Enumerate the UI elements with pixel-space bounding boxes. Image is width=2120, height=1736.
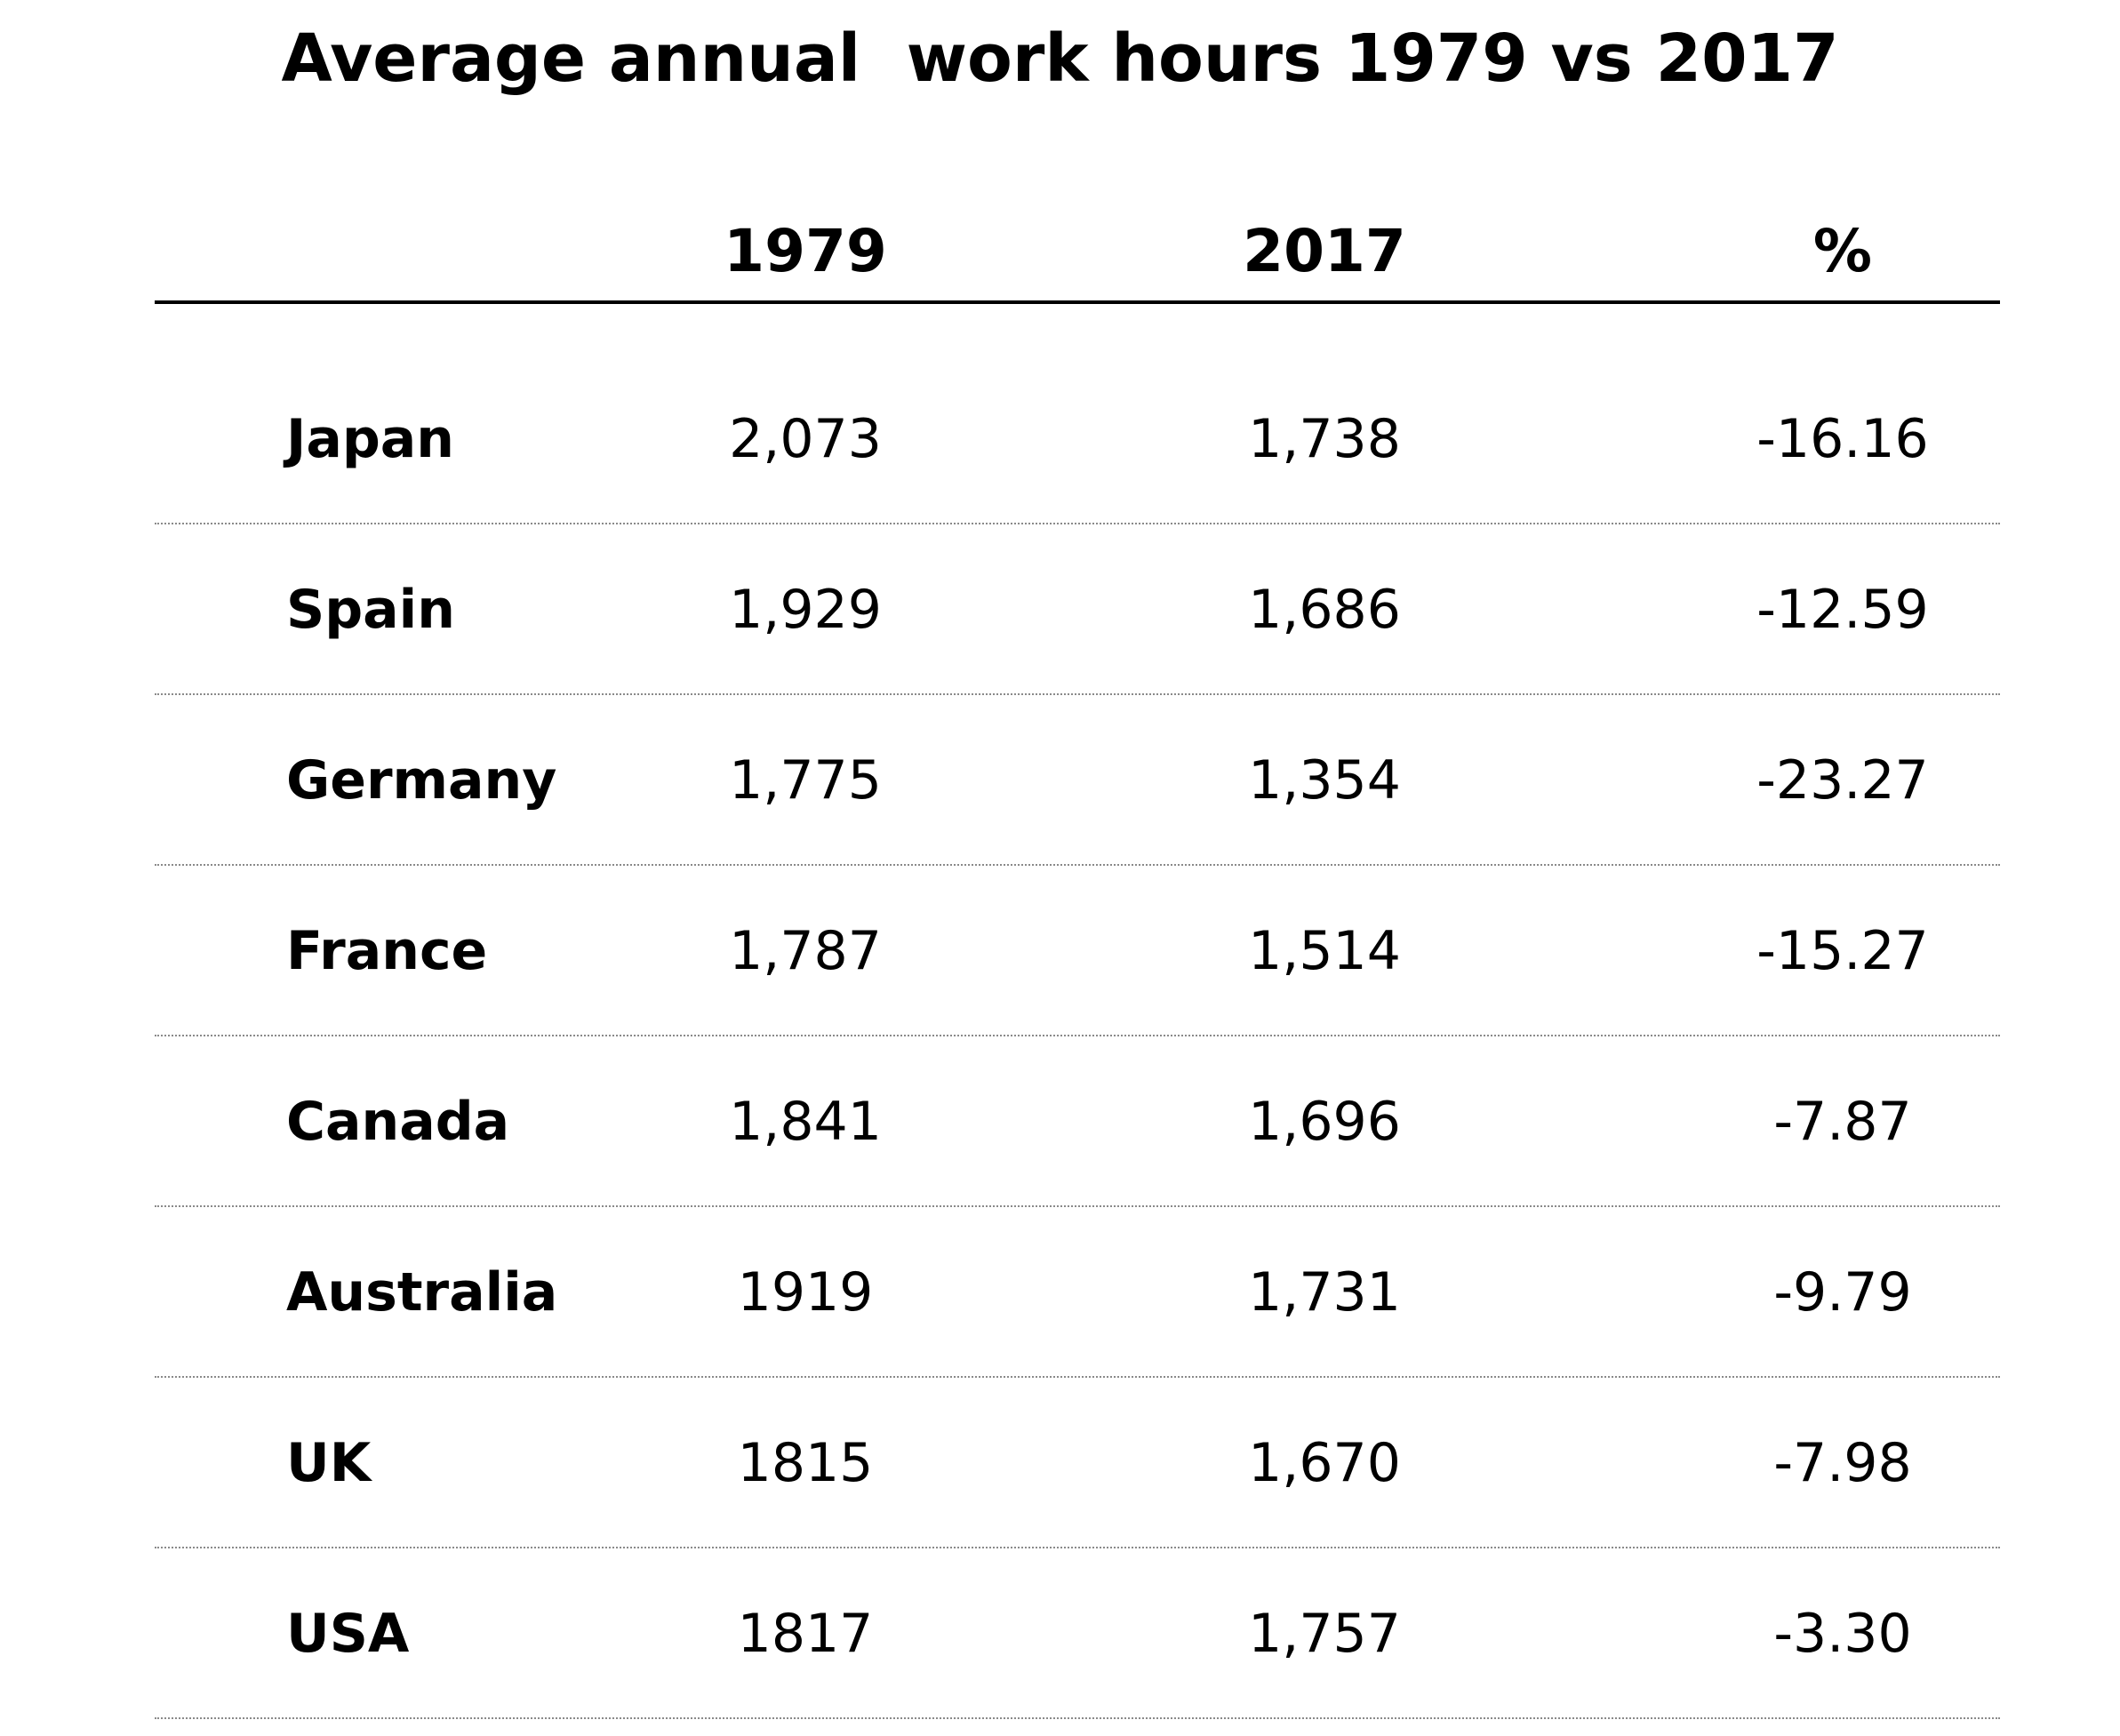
row-divider — [155, 523, 2000, 524]
table-row: France 1,787 1,514 -15.27 — [0, 866, 2120, 1036]
country-label: France — [286, 920, 488, 982]
percent-change-cell: -7.87 — [1773, 1091, 1912, 1153]
country-label: Germany — [286, 749, 557, 812]
percent-change-cell: -15.27 — [1756, 920, 1929, 982]
value-2017-cell: 1,686 — [1248, 579, 1401, 641]
row-divider — [155, 693, 2000, 695]
table-row: Canada 1,841 1,696 -7.87 — [0, 1036, 2120, 1207]
percent-change-cell: -12.59 — [1756, 579, 1929, 641]
value-2017-cell: 1,731 — [1248, 1261, 1401, 1324]
percent-change-cell: -16.16 — [1756, 408, 1929, 470]
value-2017-cell: 1,514 — [1248, 920, 1401, 982]
header-divider — [155, 300, 2000, 304]
country-label: Japan — [286, 408, 454, 470]
country-label: Spain — [286, 579, 455, 641]
row-divider — [155, 1717, 2000, 1719]
country-label: UK — [286, 1432, 372, 1494]
country-label: Canada — [286, 1091, 510, 1153]
value-2017-cell: 1,696 — [1248, 1091, 1401, 1153]
value-1979-cell: 1815 — [737, 1432, 874, 1494]
percent-change-cell: -23.27 — [1756, 749, 1929, 812]
value-1979-cell: 1,841 — [729, 1091, 882, 1153]
value-2017-cell: 1,757 — [1248, 1603, 1401, 1665]
column-header-2017: 2017 — [1243, 217, 1406, 285]
value-1979-cell: 1817 — [737, 1603, 874, 1665]
row-divider — [155, 1035, 2000, 1036]
value-1979-cell: 1,775 — [729, 749, 882, 812]
table-header: 1979 2017 % — [0, 213, 2120, 290]
percent-change-cell: -9.79 — [1773, 1261, 1912, 1324]
value-2017-cell: 1,670 — [1248, 1432, 1401, 1494]
table-row: UK 1815 1,670 -7.98 — [0, 1378, 2120, 1548]
percent-change-cell: -7.98 — [1773, 1432, 1912, 1494]
value-2017-cell: 1,738 — [1248, 408, 1401, 470]
value-2017-cell: 1,354 — [1248, 749, 1401, 812]
percent-change-cell: -3.30 — [1773, 1603, 1912, 1665]
value-1979-cell: 1919 — [737, 1261, 874, 1324]
row-divider — [155, 864, 2000, 866]
value-1979-cell: 1,787 — [729, 920, 882, 982]
value-1979-cell: 1,929 — [729, 579, 882, 641]
table-title: Average annual work hours 1979 vs 2017 — [281, 20, 1839, 97]
row-divider — [155, 1376, 2000, 1378]
country-label: Australia — [286, 1261, 558, 1324]
table-row: Spain 1,929 1,686 -12.59 — [0, 524, 2120, 695]
table-row: Japan 2,073 1,738 -16.16 — [0, 354, 2120, 524]
table-row: Germany 1,775 1,354 -23.27 — [0, 695, 2120, 866]
column-header-1979: 1979 — [724, 217, 887, 285]
table-row: USA 1817 1,757 -3.30 — [0, 1548, 2120, 1719]
column-header-percent: % — [1812, 217, 1873, 285]
country-label: USA — [286, 1603, 410, 1665]
value-1979-cell: 2,073 — [729, 408, 882, 470]
table-row: Australia 1919 1,731 -9.79 — [0, 1207, 2120, 1378]
row-divider — [155, 1547, 2000, 1548]
row-divider — [155, 1205, 2000, 1207]
